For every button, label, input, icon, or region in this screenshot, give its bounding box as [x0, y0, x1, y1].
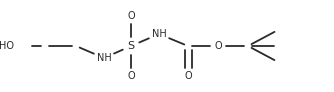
Text: O: O: [214, 41, 222, 51]
Text: O: O: [184, 71, 192, 81]
Text: NH: NH: [97, 53, 111, 63]
Text: HO: HO: [0, 41, 14, 51]
Text: S: S: [128, 41, 135, 51]
Text: O: O: [127, 11, 135, 21]
Text: O: O: [127, 71, 135, 81]
Text: NH: NH: [152, 29, 166, 39]
